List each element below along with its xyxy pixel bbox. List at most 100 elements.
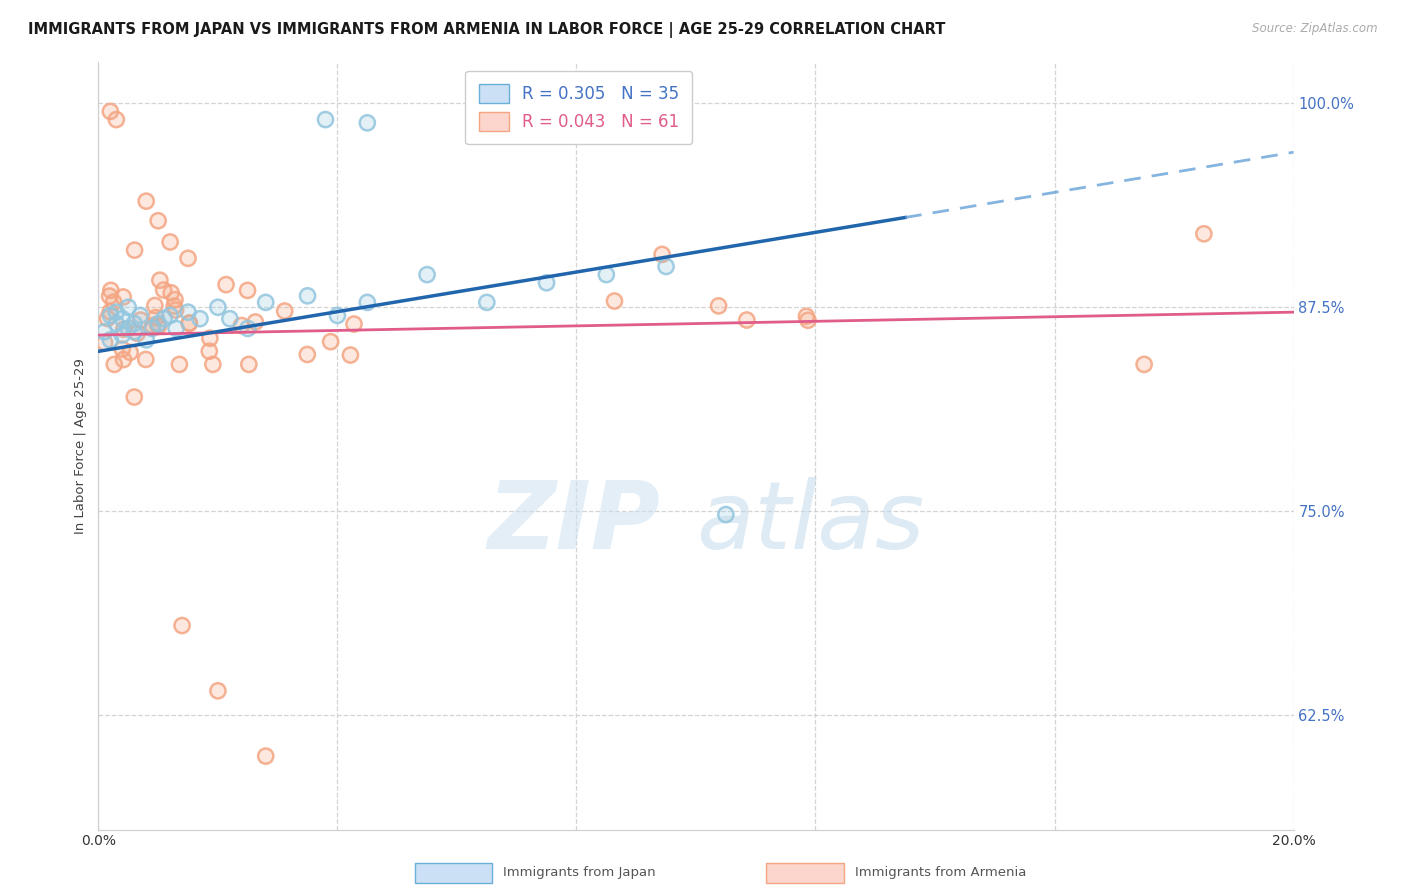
Point <box>273 304 295 318</box>
Point <box>153 311 176 326</box>
Point <box>93 335 115 350</box>
Point <box>172 618 194 632</box>
Point <box>160 285 183 300</box>
Point <box>98 333 122 347</box>
Point <box>1133 358 1156 372</box>
Point <box>236 284 259 298</box>
Point <box>416 268 439 282</box>
Point <box>326 309 349 323</box>
Point <box>651 247 673 261</box>
Point <box>188 311 211 326</box>
Point <box>120 345 142 359</box>
Point <box>159 309 181 323</box>
Point <box>152 283 174 297</box>
Point <box>219 311 242 326</box>
Point <box>356 116 378 130</box>
Point <box>148 317 170 331</box>
Point <box>148 213 170 227</box>
Point <box>112 352 135 367</box>
Point <box>135 194 157 209</box>
Point <box>142 318 165 333</box>
Point <box>207 683 229 698</box>
Text: atlas: atlas <box>696 477 924 568</box>
Point <box>254 749 277 764</box>
Point <box>124 317 146 331</box>
Point <box>148 317 170 331</box>
Point <box>103 295 125 310</box>
Point <box>103 358 125 372</box>
Point <box>111 342 134 356</box>
Point <box>536 276 558 290</box>
Point <box>105 317 128 331</box>
Point <box>100 283 122 297</box>
Point <box>135 333 157 347</box>
Point <box>117 321 139 335</box>
Point <box>238 358 260 372</box>
Point <box>254 295 277 310</box>
Point <box>1192 227 1215 241</box>
Point <box>201 358 224 372</box>
Point <box>135 352 157 367</box>
Point <box>238 358 260 372</box>
Point <box>124 317 146 331</box>
Point <box>169 358 191 372</box>
Point <box>98 104 122 119</box>
Point <box>231 318 253 333</box>
Point <box>129 309 152 323</box>
Point <box>98 304 121 318</box>
Point <box>98 304 121 318</box>
Point <box>117 300 139 314</box>
Point <box>319 334 342 349</box>
Point <box>231 318 253 333</box>
Point <box>165 321 187 335</box>
Point <box>98 289 121 303</box>
Point <box>319 334 342 349</box>
Point <box>207 300 229 314</box>
Point <box>536 276 558 290</box>
Point <box>165 321 187 335</box>
Point <box>236 321 259 335</box>
Point <box>103 358 125 372</box>
Point <box>172 618 194 632</box>
Point <box>177 252 200 266</box>
Point <box>146 318 169 332</box>
Point <box>124 243 146 257</box>
Point <box>146 318 169 332</box>
Point <box>735 313 758 327</box>
Point <box>595 268 617 282</box>
Point <box>159 235 181 249</box>
Point <box>177 305 200 319</box>
Point <box>219 311 242 326</box>
Point <box>343 317 366 331</box>
Point <box>297 289 319 303</box>
Point <box>188 311 211 326</box>
Point <box>254 749 277 764</box>
Point <box>603 293 626 308</box>
Point <box>356 295 378 310</box>
Point <box>117 300 139 314</box>
Point <box>105 305 128 319</box>
Point <box>112 290 135 304</box>
Point <box>111 311 134 326</box>
Point <box>163 293 186 307</box>
Point <box>297 347 319 361</box>
Point <box>179 316 201 330</box>
Point <box>273 304 295 318</box>
Point <box>143 299 166 313</box>
Point <box>707 299 730 313</box>
Point <box>655 260 678 274</box>
Point <box>124 325 146 339</box>
Point <box>179 316 201 330</box>
Point <box>111 328 134 343</box>
Point <box>797 313 820 327</box>
Point <box>153 311 176 326</box>
Point <box>105 305 128 319</box>
Point <box>714 508 737 522</box>
Point <box>111 311 134 326</box>
Point <box>129 313 152 327</box>
Point <box>112 290 135 304</box>
Point <box>198 331 221 345</box>
Point <box>127 326 149 341</box>
Point <box>93 335 115 350</box>
Point <box>105 112 128 127</box>
